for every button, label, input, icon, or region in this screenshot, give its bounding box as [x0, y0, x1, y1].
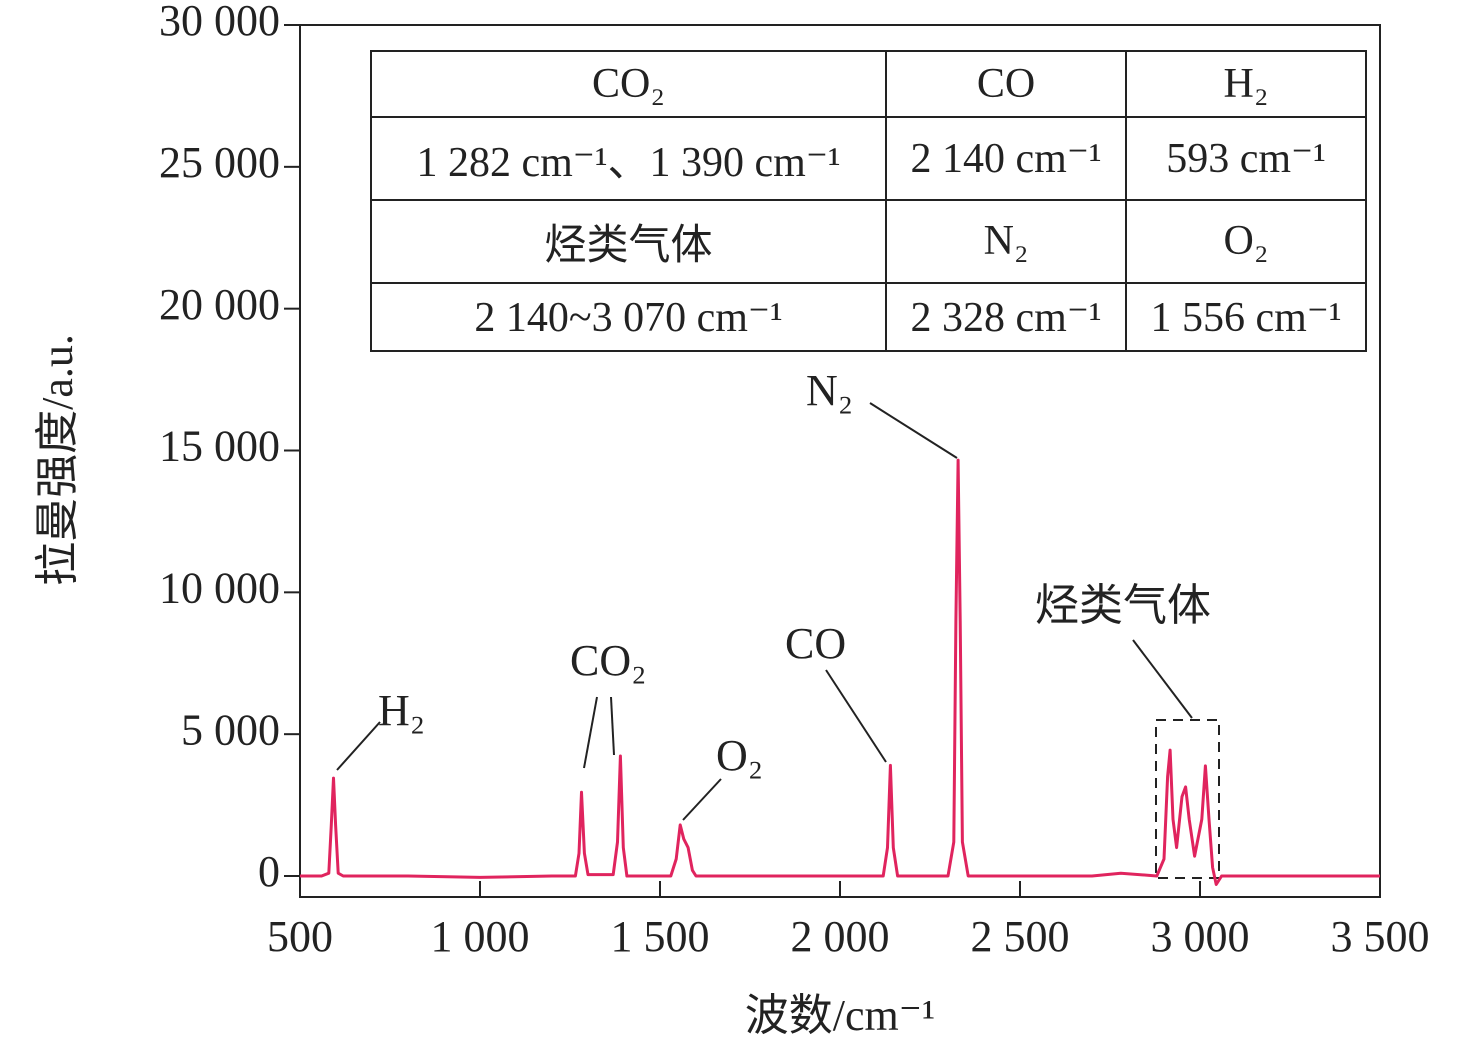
leader-line	[1132, 639, 1193, 719]
y-tick-label: 5 000	[181, 705, 280, 754]
table-cell: 1 556 cm⁻¹	[1125, 281, 1367, 353]
peak-label: H₂	[378, 686, 425, 735]
x-tick-label: 2 500	[971, 912, 1070, 961]
table-row: 2 140~3 070 cm⁻¹ 2 328 cm⁻¹ 1 556 cm⁻¹	[369, 281, 1367, 353]
y-tick-label: 20 000	[159, 280, 280, 329]
x-tick-label: 2 000	[791, 912, 890, 961]
table-cell: 593 cm⁻¹	[1125, 115, 1367, 201]
table-cell: 2 140 cm⁻¹	[885, 115, 1128, 201]
table-cell: CO	[885, 50, 1128, 118]
y-tick-label: 30 000	[159, 0, 280, 45]
y-tick-label: 10 000	[159, 563, 280, 612]
x-tick-label: 3 000	[1151, 912, 1250, 961]
table-cell: O₂	[1125, 198, 1367, 284]
y-tick-label: 0	[258, 847, 280, 896]
peak-label: CO₂	[570, 636, 646, 685]
x-tick-label: 1 000	[431, 912, 530, 961]
table-body: CO₂ CO H₂ 1 282 cm⁻¹、1 390 cm⁻¹ 2 140 cm⁻¹ 59…	[369, 50, 1367, 353]
table-row: CO₂ CO H₂	[369, 50, 1367, 118]
peak-label: N₂	[806, 366, 853, 415]
y-axis-title: 拉曼强度/a.u.	[33, 334, 82, 586]
spectrum-line	[300, 458, 1380, 886]
x-tick-label: 500	[267, 912, 333, 961]
table-cell: CO₂	[369, 50, 888, 118]
peak-label: CO	[785, 619, 846, 668]
table-cell: 2 140~3 070 cm⁻¹	[369, 281, 888, 353]
x-axis-title: 波数/cm⁻¹	[745, 991, 935, 1040]
leader-line	[682, 778, 722, 821]
leader-line	[825, 669, 887, 763]
table-cell: H₂	[1125, 50, 1367, 118]
x-tick-label: 1 500	[611, 912, 710, 961]
highlight-box	[1155, 719, 1220, 879]
table-row: 1 282 cm⁻¹、1 390 cm⁻¹ 2 140 cm⁻¹ 593 cm⁻¹	[369, 115, 1367, 201]
x-tick-label: 3 500	[1331, 912, 1430, 961]
peak-table: CO₂ CO H₂ 1 282 cm⁻¹、1 390 cm⁻¹ 2 140 cm⁻¹ 59…	[369, 50, 1367, 353]
leader-line	[610, 696, 615, 756]
table-cell: N₂	[885, 198, 1128, 284]
leader-line	[869, 402, 958, 459]
table-cell: 烃类气体	[369, 198, 888, 284]
peak-label: 烃类气体	[1035, 581, 1211, 630]
peak-label: O₂	[716, 731, 763, 780]
table-row: 烃类气体 N₂ O₂	[369, 198, 1367, 284]
leader-line	[583, 696, 598, 769]
y-tick-label: 15 000	[159, 422, 280, 471]
table-cell: 2 328 cm⁻¹	[885, 281, 1128, 353]
y-tick-label: 25 000	[159, 138, 280, 187]
leader-line	[336, 721, 381, 771]
table-cell: 1 282 cm⁻¹、1 390 cm⁻¹	[369, 115, 888, 201]
